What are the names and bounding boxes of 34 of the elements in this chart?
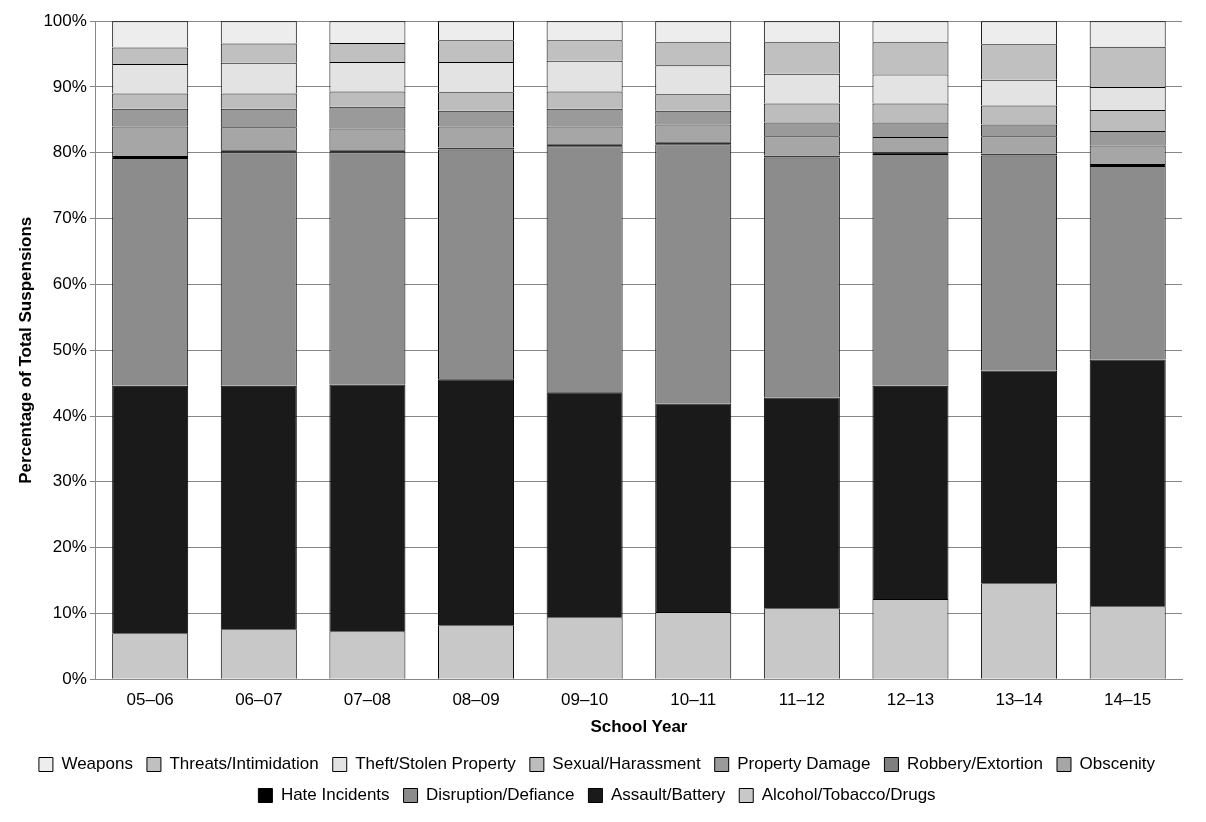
legend-label: Weapons [61, 754, 133, 774]
legend-label: Alcohol/Tobacco/Drugs [761, 785, 936, 805]
legend-label: Sexual/Harassment [552, 754, 701, 774]
y-tick-label: 60% [52, 274, 87, 294]
y-tick-label: 30% [52, 471, 87, 491]
x-tick-label: 12–13 [886, 690, 935, 710]
legend-label: Theft/Stolen Property [355, 754, 517, 774]
legend-label: Threats/Intimidation [169, 754, 319, 774]
legend-label: Disruption/Defiance [426, 785, 575, 805]
y-tick-label: 90% [52, 76, 87, 96]
legend-label: Obscenity [1079, 754, 1156, 774]
x-tick-label: 07–08 [343, 690, 392, 710]
x-tick-label: 11–12 [778, 690, 825, 710]
legend-label: Robbery/Extortion [906, 754, 1044, 774]
x-tick-label: 09–10 [560, 690, 609, 710]
x-tick-label: 10–11 [670, 690, 717, 710]
y-tick-label: 100% [43, 10, 87, 30]
y-tick-label: 50% [52, 339, 87, 359]
legend-label: Assault/Battery [610, 785, 726, 805]
x-axis-title: School Year [590, 717, 688, 737]
x-tick-label: 05–06 [126, 690, 174, 710]
y-tick-label: 40% [52, 405, 87, 425]
y-tick-label: 10% [52, 603, 87, 623]
x-tick-label: 06–07 [235, 690, 283, 710]
x-tick-label: 14–15 [1104, 690, 1152, 710]
legend-label: Hate Incidents [280, 785, 390, 805]
x-tick-label: 13–14 [995, 690, 1043, 710]
y-tick-label: 20% [52, 537, 87, 557]
y-tick-label: 0% [62, 668, 87, 688]
y-axis-title: Percentage of Total Suspensions [15, 216, 35, 484]
y-tick-label: 80% [52, 142, 87, 162]
y-tick-label: 70% [52, 208, 87, 228]
x-tick-label: 08–09 [452, 690, 500, 710]
legend-label: Property Damage [737, 754, 871, 774]
